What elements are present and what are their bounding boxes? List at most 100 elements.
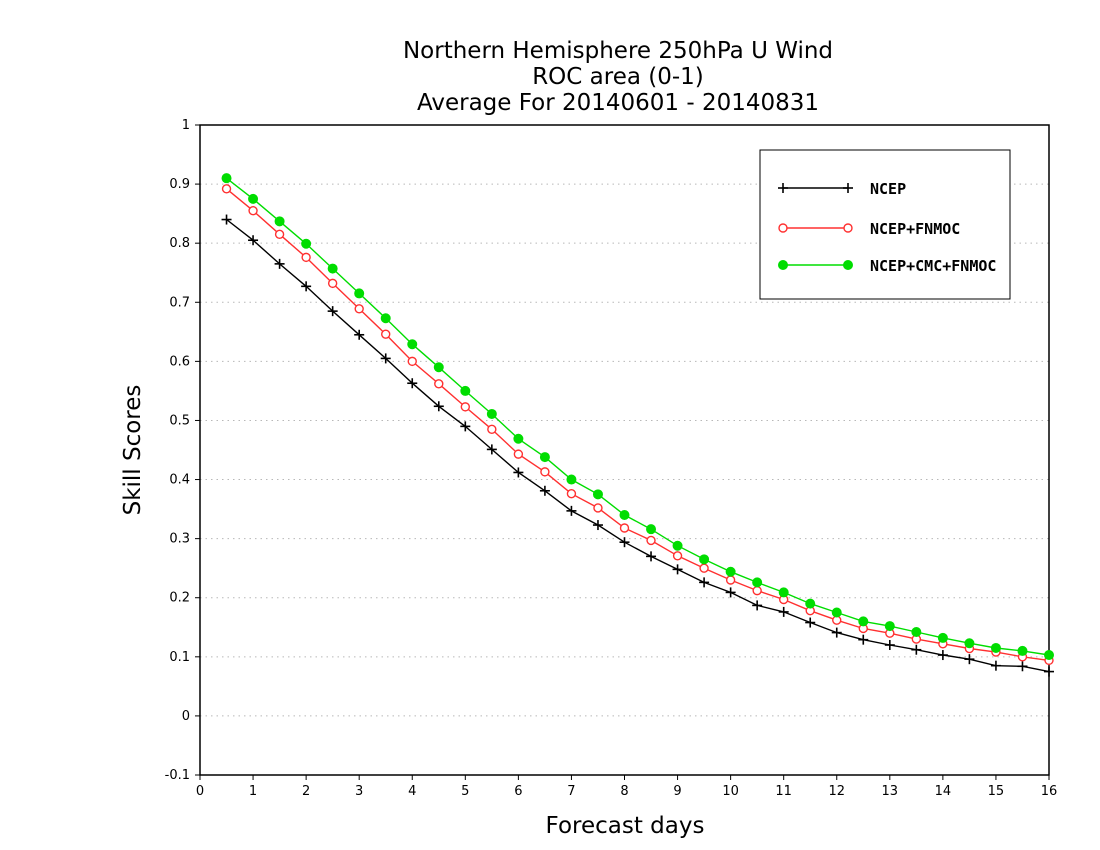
chart-title-line-2: ROC area (0-1) (532, 64, 704, 90)
data-point (407, 339, 418, 350)
data-point (725, 575, 736, 585)
legend-label: NCEP+CMC+FNMOC (870, 257, 996, 275)
data-point (911, 627, 922, 637)
x-tick-label: 14 (935, 784, 952, 799)
x-tick-label: 10 (722, 784, 739, 799)
y-tick-label: 0.2 (169, 591, 190, 606)
data-point (858, 616, 869, 627)
data-point (301, 281, 312, 292)
y-axis-label: Skill Scores (120, 385, 146, 516)
data-point (843, 183, 853, 193)
axes (195, 124, 1050, 780)
data-point (486, 408, 497, 419)
data-point (778, 587, 789, 598)
x-tick-label: 1 (249, 784, 257, 799)
y-tick-label: 0.7 (169, 295, 190, 310)
data-point (858, 634, 869, 645)
data-point (831, 607, 842, 618)
legend-label: NCEP+FNMOC (870, 220, 960, 238)
data-point (221, 184, 232, 194)
data-point (513, 467, 524, 478)
data-point (805, 617, 816, 628)
data-point (566, 474, 577, 485)
data-point (672, 564, 683, 575)
x-tick-label: 2 (302, 784, 310, 799)
data-point (805, 598, 816, 609)
legend-item: NCEP+FNMOC (778, 220, 960, 238)
series-ncep-fnmoc (221, 184, 1054, 666)
data-point (381, 329, 391, 339)
x-tick-labels: 0 1 2 3 4 5 6 7 8 9 10 11 12 13 14 15 16 (196, 784, 1057, 799)
data-point (433, 362, 444, 373)
legend-label: NCEP (870, 180, 906, 198)
x-tick-label: 7 (567, 784, 575, 799)
x-tick-label: 11 (775, 784, 792, 799)
y-tick-label: 0.6 (169, 354, 190, 369)
data-point (434, 379, 444, 389)
data-point (433, 401, 444, 412)
x-tick-label: 0 (196, 784, 204, 799)
y-tick-label: 0.5 (169, 413, 190, 428)
x-tick-label: 4 (408, 784, 416, 799)
data-point (672, 551, 683, 561)
legend-item: NCEP (778, 180, 906, 198)
data-point (646, 551, 657, 562)
x-tick-label: 16 (1041, 784, 1058, 799)
x-tick-label: 5 (461, 784, 469, 799)
data-point (327, 278, 338, 289)
data-point (460, 402, 471, 412)
series-line (226, 218, 1050, 673)
data-point (1044, 666, 1054, 677)
data-point (327, 263, 338, 274)
data-point (354, 329, 365, 340)
y-tick-label: 0 (182, 709, 190, 724)
data-point (593, 503, 603, 513)
data-point (486, 444, 497, 455)
data-point (487, 424, 497, 435)
data-point (911, 644, 922, 655)
x-tick-label: 13 (882, 784, 899, 799)
data-point (884, 621, 895, 632)
data-point (752, 600, 763, 611)
data-point (460, 421, 471, 432)
x-axis-label: Forecast days (546, 813, 705, 839)
data-point (646, 524, 657, 535)
data-point (699, 563, 709, 573)
data-point (248, 205, 258, 216)
data-point (699, 577, 710, 588)
data-point (1044, 650, 1054, 661)
data-point (301, 252, 311, 263)
data-point (725, 587, 736, 598)
data-point (619, 510, 630, 520)
data-point (566, 489, 577, 499)
data-point (752, 585, 762, 596)
data-point (327, 306, 338, 317)
chart-title-line-1: Northern Hemisphere 250hPa U Wind (403, 38, 833, 64)
x-tick-label: 8 (620, 784, 628, 799)
legend-box (759, 149, 1011, 300)
data-point (354, 288, 365, 299)
data-point (380, 353, 391, 364)
data-point (831, 627, 842, 638)
data-point (301, 238, 312, 249)
data-point (221, 214, 232, 225)
data-point (725, 566, 736, 577)
data-point (964, 638, 975, 649)
x-tick-label: 12 (828, 784, 845, 799)
data-point (843, 260, 853, 270)
data-point (619, 523, 630, 533)
y-tick-labels: -0.1 0 0.1 0.2 0.3 0.4 0.5 0.6 0.7 0.8 0.9 1 (165, 118, 190, 783)
data-point (592, 489, 603, 500)
y-tick-label: 0.9 (169, 177, 190, 192)
data-point (646, 535, 656, 546)
data-point (672, 540, 683, 551)
data-point (566, 505, 577, 516)
data-point (778, 223, 788, 233)
data-point (274, 229, 285, 240)
x-tick-label: 9 (673, 784, 681, 799)
data-point (937, 650, 948, 661)
legend: NCEP NCEP+FNMOC NCEP+CMC+FNMOC (759, 149, 1011, 300)
data-point (407, 378, 418, 389)
data-point (699, 554, 710, 565)
data-point (539, 485, 550, 496)
